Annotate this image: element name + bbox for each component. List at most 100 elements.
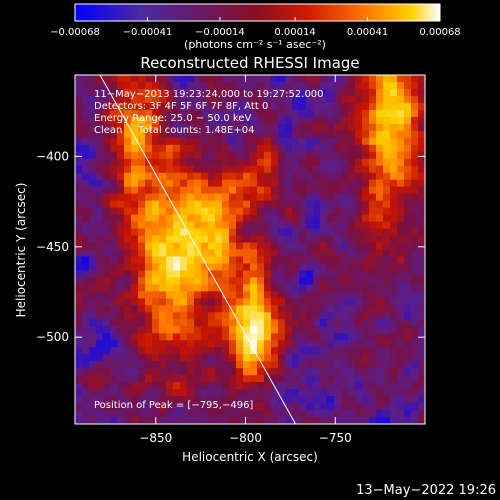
heatmap-cell: [404, 382, 412, 390]
heatmap-cell: [383, 263, 391, 272]
heatmap-cell: [215, 249, 223, 258]
heatmap-cell: [285, 130, 293, 139]
heatmap-cell: [292, 214, 300, 223]
heatmap-cell: [208, 305, 216, 313]
heatmap-cell: [152, 186, 160, 195]
heatmap-cell: [355, 396, 363, 404]
heatmap-cell: [159, 284, 167, 292]
heatmap-cell: [320, 326, 328, 334]
heatmap-cell: [110, 130, 118, 139]
heatmap-cell: [82, 193, 90, 202]
heatmap-cell: [75, 417, 83, 424]
heatmap-cell: [131, 403, 139, 411]
heatmap-cell: [131, 130, 139, 139]
heatmap-cell: [250, 214, 258, 223]
heatmap-cell: [145, 256, 153, 265]
heatmap-cell: [327, 361, 335, 369]
x-axis-label: Heliocentric X (arcsec): [182, 450, 318, 464]
heatmap-cell: [397, 403, 405, 411]
heatmap-cell: [236, 158, 244, 167]
heatmap-cell: [369, 277, 377, 285]
heatmap-cell: [348, 284, 356, 292]
annotation-clean-counts: Clean Total counts: 1.48E+04: [94, 125, 254, 136]
heatmap-cell: [236, 200, 244, 209]
heatmap-cell: [222, 347, 230, 355]
heatmap-cell: [187, 137, 195, 146]
heatmap-cell: [299, 186, 307, 195]
heatmap-cell: [292, 326, 300, 334]
heatmap-cell: [348, 81, 356, 90]
heatmap-cell: [110, 270, 118, 279]
heatmap-cell: [397, 340, 405, 348]
heatmap-cell: [285, 200, 293, 209]
heatmap-cell: [383, 375, 391, 383]
heatmap-cell: [327, 186, 335, 195]
heatmap-cell: [159, 179, 167, 188]
heatmap-cell: [341, 186, 349, 195]
heatmap-cell: [362, 221, 370, 230]
heatmap-cell: [236, 95, 244, 104]
heatmap-cell: [243, 382, 251, 390]
heatmap-cell: [201, 403, 209, 411]
heatmap-cell: [201, 284, 209, 292]
heatmap-cell: [271, 396, 279, 404]
heatmap-cell: [82, 144, 90, 153]
heatmap-cell: [131, 354, 139, 362]
heatmap-cell: [124, 340, 132, 348]
heatmap-cell: [299, 200, 307, 209]
heatmap-cell: [194, 207, 202, 216]
heatmap-cell: [278, 361, 286, 369]
heatmap-cell: [376, 368, 384, 376]
heatmap-cell: [180, 354, 188, 362]
heatmap-cell: [124, 75, 132, 83]
heatmap-cell: [369, 298, 377, 306]
heatmap-cell: [397, 291, 405, 299]
heatmap-cell: [327, 123, 335, 132]
heatmap-cell: [229, 151, 237, 160]
heatmap-cell: [96, 382, 104, 390]
heatmap-cell: [201, 81, 209, 90]
heatmap-cell: [194, 270, 202, 279]
heatmap-cell: [159, 207, 167, 216]
heatmap-cell: [285, 389, 293, 397]
heatmap-cell: [418, 403, 425, 411]
heatmap-cell: [383, 270, 391, 279]
heatmap-cell: [404, 95, 412, 104]
heatmap-cell: [292, 130, 300, 139]
heatmap-cell: [236, 368, 244, 376]
heatmap-cell: [236, 375, 244, 383]
heatmap-cell: [299, 165, 307, 174]
heatmap-cell: [194, 340, 202, 348]
heatmap-cell: [299, 193, 307, 202]
heatmap-cell: [306, 151, 314, 160]
heatmap-cell: [362, 347, 370, 355]
heatmap-cell: [404, 319, 412, 327]
heatmap-cell: [285, 109, 293, 118]
heatmap-cell: [110, 81, 118, 90]
heatmap-cell: [383, 361, 391, 369]
heatmap-cell: [418, 347, 425, 355]
heatmap-cell: [236, 207, 244, 216]
heatmap-cell: [278, 319, 286, 327]
heatmap-cell: [292, 368, 300, 376]
heatmap-cell: [334, 417, 342, 424]
heatmap-cell: [138, 263, 146, 272]
heatmap-cell: [96, 326, 104, 334]
heatmap-cell: [299, 144, 307, 153]
heatmap-cell: [222, 109, 230, 118]
heatmap-cell: [250, 179, 258, 188]
heatmap-cell: [159, 151, 167, 160]
heatmap-cell: [383, 200, 391, 209]
heatmap-cell: [187, 410, 195, 418]
heatmap-cell: [418, 249, 425, 258]
heatmap-cell: [166, 242, 174, 251]
heatmap-cell: [173, 326, 181, 334]
heatmap-cell: [404, 242, 412, 251]
heatmap-cell: [313, 130, 321, 139]
heatmap-cell: [250, 242, 258, 251]
heatmap-cell: [306, 235, 314, 244]
heatmap-cell: [390, 375, 398, 383]
heatmap-cell: [334, 172, 342, 181]
heatmap-cell: [390, 298, 398, 306]
heatmap-cell: [313, 88, 321, 97]
